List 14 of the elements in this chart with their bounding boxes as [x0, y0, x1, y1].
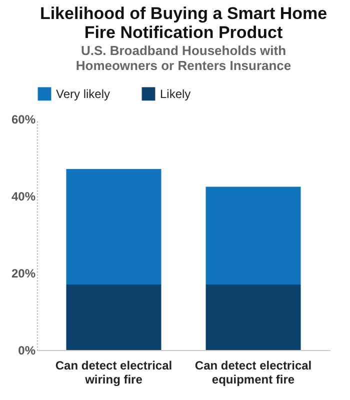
x-tick-label: Can detect electrical wiring fire	[55, 358, 172, 386]
x-tick-label: Can detect electrical equipment fire	[194, 358, 312, 386]
legend-label: Likely	[160, 86, 191, 101]
legend-label: Very likely	[56, 86, 110, 101]
y-tick-label: 20%	[11, 266, 36, 280]
y-tick-label: 60%	[11, 112, 36, 126]
bar	[206, 284, 301, 350]
chart-subtitle: U.S. Broadband Households with Homeowners or Renters Insurance	[76, 43, 292, 73]
bar	[206, 186, 301, 285]
chart-title: Likelihood of Buying a Smart Home Fire Notification Product	[40, 4, 328, 42]
bar	[66, 284, 162, 350]
bar	[66, 169, 162, 285]
y-tick-label: 40%	[11, 190, 36, 204]
y-tick-label: 0%	[18, 344, 36, 358]
